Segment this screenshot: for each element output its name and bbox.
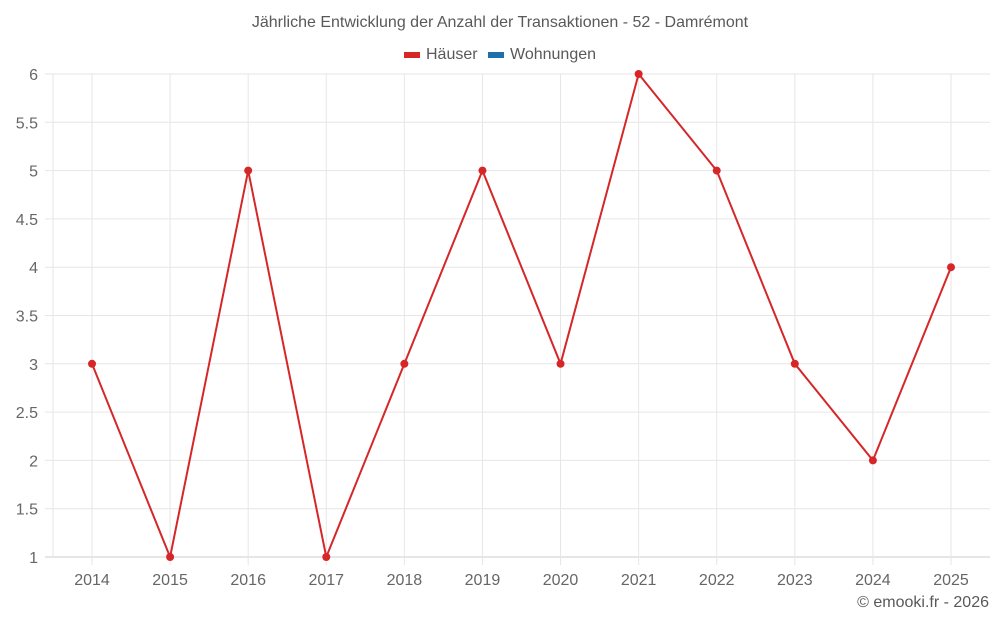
- data-point[interactable]: [88, 359, 96, 368]
- x-tick-label: 2016: [230, 572, 266, 589]
- data-point[interactable]: [166, 553, 175, 561]
- copyright-footer: © emooki.fr - 2026: [857, 594, 989, 611]
- data-point[interactable]: [322, 553, 331, 561]
- x-tick-label: 2015: [152, 572, 188, 589]
- data-point[interactable]: [868, 456, 877, 465]
- y-tick-label: 5.5: [16, 115, 38, 132]
- data-point[interactable]: [556, 359, 565, 368]
- legend: Häuser Wohnungen: [0, 45, 1000, 64]
- y-tick-label: 2.5: [16, 405, 38, 422]
- y-tick-label: 6: [29, 67, 38, 84]
- y-tick-label: 1.5: [16, 502, 38, 519]
- data-point[interactable]: [790, 359, 799, 368]
- y-tick-label: 3.5: [16, 309, 38, 326]
- chart-title: Jährliche Entwicklung der Anzahl der Tra…: [251, 14, 749, 31]
- x-tick-label: 2024: [855, 572, 891, 589]
- data-point[interactable]: [634, 70, 643, 78]
- y-tick-label: 4.5: [16, 212, 38, 229]
- x-tick-label: 2023: [777, 572, 813, 589]
- y-tick-label: 4: [29, 260, 38, 277]
- y-tick-label: 3: [29, 357, 38, 374]
- x-tick-label: 2025: [933, 572, 969, 589]
- x-tick-label: 2022: [699, 572, 735, 589]
- x-tick-label: 2020: [543, 572, 579, 589]
- y-tick-label: 1: [29, 550, 38, 567]
- x-tick-label: 2014: [74, 572, 110, 589]
- legend-label-houses: Häuser: [425, 46, 478, 63]
- series-line: [91, 71, 952, 561]
- data-point[interactable]: [244, 166, 253, 175]
- x-tick-label: 2021: [621, 572, 657, 589]
- data-point[interactable]: [947, 263, 955, 272]
- data-point[interactable]: [712, 166, 721, 175]
- x-tick-label: 2017: [308, 572, 344, 589]
- legend-item-apartments[interactable]: Wohnungen: [488, 46, 596, 64]
- x-tick-label: 2019: [465, 572, 501, 589]
- y-tick-label: 5: [29, 164, 38, 181]
- legend-item-houses[interactable]: Häuser: [403, 46, 478, 64]
- data-point[interactable]: [478, 166, 487, 175]
- legend-swatch-houses: [403, 52, 420, 58]
- y-tick-label: 2: [29, 453, 38, 470]
- legend-label-apartments: Wohnungen: [510, 46, 597, 63]
- legend-swatch-apartments: [488, 52, 505, 58]
- data-point[interactable]: [400, 359, 409, 368]
- x-tick-label: 2018: [387, 572, 423, 589]
